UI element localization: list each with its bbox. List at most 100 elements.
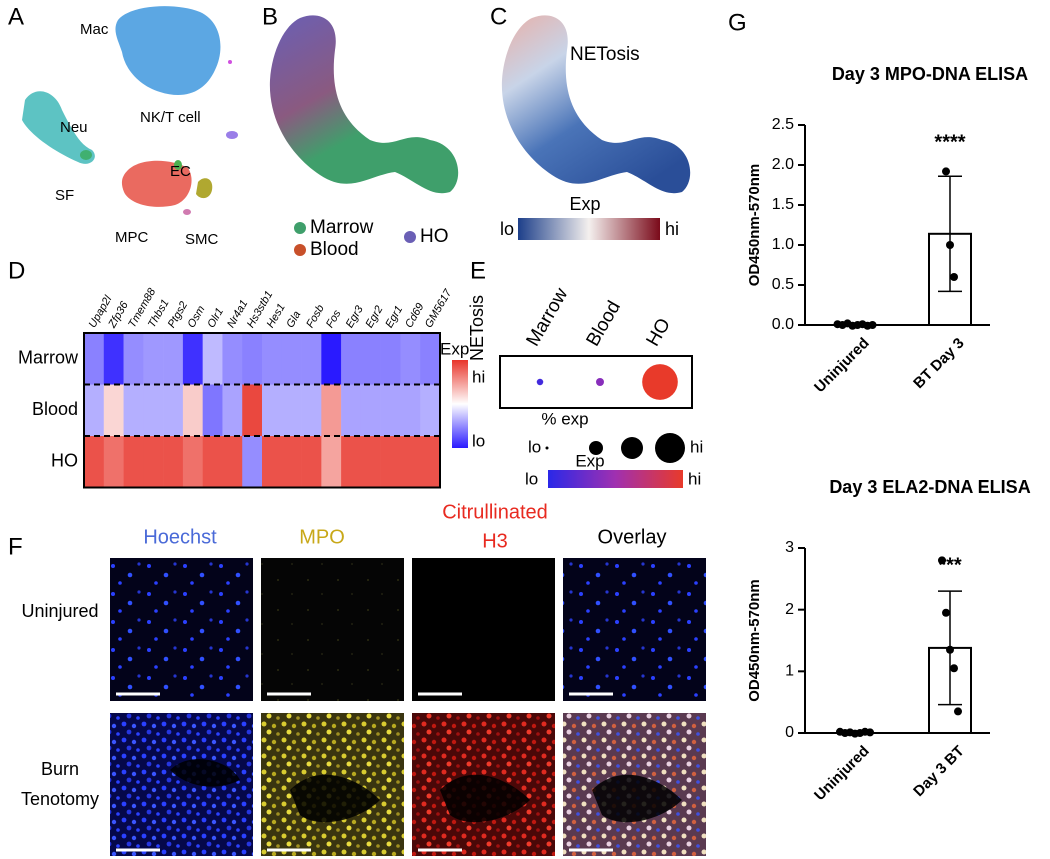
- heatmap-cell: [321, 384, 342, 437]
- heatmap-cell: [281, 384, 302, 437]
- y-tick-label: 0.0: [772, 316, 794, 333]
- y-tick-label: 1: [785, 663, 794, 680]
- color-low: lo: [525, 469, 538, 488]
- color-high: hi: [688, 469, 701, 488]
- size-title: % exp: [541, 409, 588, 428]
- data-point: [946, 645, 954, 654]
- heatmap-cell: [84, 384, 105, 437]
- heatmap-cell: [360, 333, 381, 385]
- heatmap-cell: [242, 384, 263, 437]
- heatmap-cell: [400, 436, 421, 488]
- annotation: ***: [938, 554, 962, 576]
- cluster-label: SMC: [185, 231, 219, 248]
- data-point: [938, 556, 946, 565]
- size-high: hi: [690, 437, 703, 456]
- heatmap-cell: [222, 384, 243, 437]
- umap-b: [269, 15, 459, 194]
- y-tick-label: 3: [785, 539, 794, 556]
- column-title: MPO: [299, 526, 345, 548]
- scale-title: Exp: [569, 194, 600, 214]
- heatmap-cell: [360, 436, 381, 488]
- heatmap-cell: [222, 333, 243, 385]
- row-label: Blood: [32, 399, 78, 419]
- heatmap-cell: [123, 333, 144, 385]
- y-tick-label: 1.0: [772, 236, 794, 253]
- heatmap-cell: [182, 333, 203, 385]
- column-title: Hoechst: [143, 526, 217, 548]
- heatmap-cell: [202, 333, 223, 385]
- heatmap-cell: [341, 384, 362, 437]
- data-point: [950, 664, 958, 673]
- heatmap-cell: [103, 384, 124, 437]
- row-label: Burn: [41, 759, 79, 779]
- heatmap-cell: [301, 333, 322, 385]
- heatmap-cell: [143, 384, 164, 437]
- heatmap-cell: [222, 436, 243, 488]
- column-title: Overlay: [598, 526, 667, 548]
- dot: [596, 378, 604, 386]
- heatmap-cell: [202, 436, 223, 488]
- legend-swatch: [294, 244, 306, 256]
- cluster-label: EC: [170, 163, 191, 180]
- umap-title: NETosis: [570, 44, 640, 65]
- cluster-label: Mac: [80, 21, 109, 38]
- chart-title: Day 3 ELA2-DNA ELISA: [829, 477, 1030, 497]
- error-bar: [938, 175, 962, 293]
- legend-label: Marrow: [310, 217, 374, 238]
- row-label: Uninjured: [21, 601, 98, 621]
- data-point: [942, 167, 950, 176]
- y-tick-label: 2.5: [772, 116, 794, 133]
- heatmap-cell: [163, 333, 184, 385]
- heatmap-cell: [420, 436, 441, 488]
- heatmap-cell: [281, 333, 302, 385]
- heatmap-cell: [380, 333, 401, 385]
- dotplot: NETosis % exp lo hi Exp lo hi Marrow Bloo…: [467, 284, 703, 488]
- heatmap-cell: [242, 333, 263, 385]
- heatmap-cell: [182, 436, 203, 488]
- heatmap-cell: [400, 333, 421, 385]
- y-tick-label: 2.0: [772, 156, 794, 173]
- heatmap-cell: [380, 436, 401, 488]
- heatmap-cell: [202, 384, 223, 437]
- cluster-label: Neu: [60, 119, 88, 136]
- heatmap-cell: [262, 436, 283, 488]
- heatmap-cell: [242, 436, 263, 488]
- column-label: Marrow: [522, 284, 572, 350]
- heatmap-cell: [301, 384, 322, 437]
- x-tick-label: Day 3 BT: [910, 743, 967, 800]
- heatmap-cell: [143, 333, 164, 385]
- row-label: Tenotomy: [21, 789, 99, 809]
- y-tick-label: 1.5: [772, 196, 794, 213]
- gene-label: Egr3: [344, 303, 366, 330]
- panel-label: F: [8, 533, 23, 560]
- heatmap-cell: [301, 436, 322, 488]
- heatmap-cell: [262, 333, 283, 385]
- scale-high: hi: [665, 219, 679, 239]
- heatmap-cell: [182, 384, 203, 437]
- heatmap-cell: [360, 384, 381, 437]
- data-point: [946, 241, 954, 249]
- column-label: HO: [642, 315, 674, 350]
- row-label: Marrow: [18, 348, 79, 368]
- dot: [536, 378, 544, 386]
- color-bar: [518, 218, 660, 240]
- heatmap-cell: [341, 436, 362, 488]
- chart-title: Day 3 MPO-DNA ELISA: [832, 64, 1028, 84]
- y-tick-label: 0: [785, 724, 794, 741]
- heatmap-cell: [341, 333, 362, 385]
- gene-label: Olr1: [205, 306, 226, 330]
- color-title: Exp: [575, 451, 604, 470]
- gene-label: Gla: [284, 309, 303, 330]
- heatmap-cell: [262, 384, 283, 437]
- legend-label: HO: [420, 226, 449, 247]
- heatmap-cell: [321, 436, 342, 488]
- column-label: Blood: [582, 297, 624, 350]
- dotplot-row: NETosis: [467, 295, 487, 361]
- heatmap-cell: [123, 384, 144, 437]
- y-tick-label: 2: [785, 601, 794, 618]
- size-low: lo: [528, 437, 541, 456]
- micrographs: Hoechst MPO Citrullinated H3 Overlay Uni…: [21, 501, 706, 856]
- gene-label: Egr1: [383, 304, 405, 330]
- data-point: [954, 707, 962, 716]
